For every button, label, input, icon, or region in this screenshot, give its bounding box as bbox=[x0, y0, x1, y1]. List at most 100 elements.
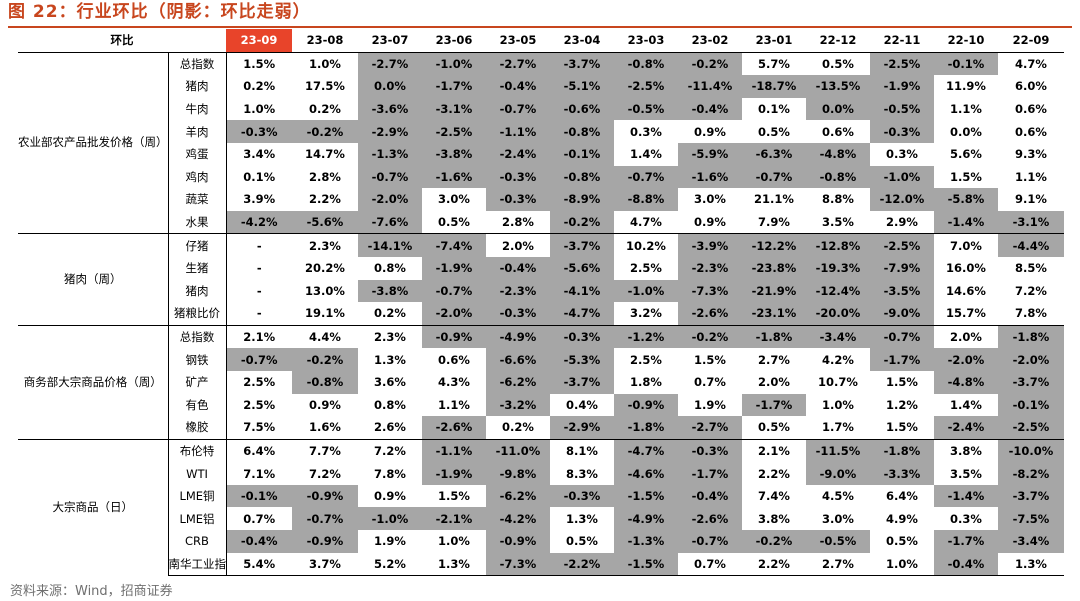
value-cell: 0.2% bbox=[309, 102, 341, 117]
value-cell: 2.3% bbox=[292, 233, 358, 257]
value-cell: -7.3% bbox=[678, 279, 742, 303]
title-rule bbox=[8, 26, 1072, 28]
value-cell: 21.1% bbox=[754, 192, 794, 207]
value-cell: -0.7% bbox=[614, 165, 678, 189]
value-cell: -9.0% bbox=[870, 302, 934, 326]
table-row: 南华工业指数5.4%3.7%5.2%1.3%-7.3%-2.2%-1.5%0.7… bbox=[18, 552, 1064, 577]
value-cell: -2.5% bbox=[870, 233, 934, 257]
row-label: 鸡蛋 bbox=[168, 142, 227, 166]
value-cell: -2.6% bbox=[422, 416, 486, 440]
value-cell: 0.2% bbox=[502, 420, 534, 435]
value-cell: -2.6% bbox=[678, 507, 742, 531]
value-cell: 4.4% bbox=[292, 324, 358, 349]
value-cell: 2.1% bbox=[742, 438, 806, 463]
source-note: 资料来源：Wind，招商证券 bbox=[10, 584, 173, 599]
value-cell: -1.9% bbox=[422, 462, 486, 485]
value-cell: -1.7% bbox=[742, 393, 806, 417]
value-cell: 19.1% bbox=[305, 306, 345, 321]
row-label: CRB bbox=[168, 530, 227, 553]
value-cell: 2.0% bbox=[758, 375, 790, 390]
row-label: 总指数 bbox=[168, 324, 227, 349]
value-cell: -0.2% bbox=[678, 51, 742, 76]
value-cell: -5.1% bbox=[550, 75, 614, 98]
value-cell: 2.7% bbox=[806, 552, 870, 577]
value-cell: 3.5% bbox=[950, 466, 982, 481]
value-cell: 7.2% bbox=[358, 438, 422, 463]
value-cell: -1.6% bbox=[678, 165, 742, 189]
value-cell: -3.9% bbox=[678, 233, 742, 257]
row-label: LME铝 bbox=[168, 507, 227, 531]
value-cell: -0.3% bbox=[550, 484, 614, 508]
value-cell: -1.7% bbox=[870, 348, 934, 371]
value-cell: -23.8% bbox=[742, 256, 806, 280]
value-cell: -4.2% bbox=[226, 210, 292, 234]
value-cell: -0.3% bbox=[550, 324, 614, 349]
value-cell: 2.2% bbox=[742, 552, 806, 577]
value-cell: 7.2% bbox=[1015, 283, 1047, 298]
value-cell: -7.5% bbox=[998, 507, 1064, 531]
table-row: LME铜 -0.1% -0.9% 0.9% 1.5% -6.2% -0.3% -1.5% -0.… bbox=[18, 484, 1064, 508]
value-cell: 3.0% bbox=[822, 511, 854, 526]
row-label: 总指数 bbox=[168, 51, 227, 76]
value-cell: -0.8% bbox=[550, 120, 614, 143]
value-cell: -1.1% bbox=[486, 120, 550, 143]
value-cell: -0.9% bbox=[292, 484, 358, 508]
value-cell: 8.8% bbox=[822, 192, 854, 207]
value-cell: 1.0% bbox=[870, 552, 934, 577]
value-cell: 2.8% bbox=[309, 169, 341, 184]
table-row: 橡胶 7.5% 1.6% 2.6% -2.6% 0.2% -2.9% -1.8% -2.7% 0.… bbox=[18, 416, 1064, 440]
value-cell: -1.3% bbox=[614, 530, 678, 553]
value-cell: 0.0% bbox=[806, 97, 870, 121]
row-label: 牛肉 bbox=[168, 97, 227, 121]
value-cell: -4.2% bbox=[486, 507, 550, 531]
value-cell: -5.9% bbox=[678, 142, 742, 166]
value-cell: -1.8% bbox=[742, 324, 806, 349]
value-cell: -3.5% bbox=[870, 279, 934, 303]
table-row: 蔬菜 3.9% 2.2% -2.0% 3.0% -0.3% -8.9% -8.8% 3.0% 21… bbox=[18, 188, 1064, 211]
value-cell: 1.3% bbox=[998, 552, 1064, 577]
table-row: 羊肉 -0.3% -0.2% -2.9% -2.5% -1.1% -0.8% 0.3% 0.9%… bbox=[18, 120, 1064, 143]
value-cell: -0.8% bbox=[292, 370, 358, 394]
value-cell: -0.7% bbox=[292, 507, 358, 531]
value-cell: -5.6% bbox=[292, 210, 358, 234]
value-cell: -1.7% bbox=[422, 75, 486, 98]
value-cell: -1.0% bbox=[422, 51, 486, 76]
value-cell: 1.3% bbox=[422, 552, 486, 577]
value-cell: -8.9% bbox=[550, 188, 614, 211]
value-cell: -0.3% bbox=[486, 302, 550, 326]
value-cell: -12.2% bbox=[742, 233, 806, 257]
value-cell: 20.2% bbox=[305, 261, 345, 276]
value-cell: -5.3% bbox=[550, 348, 614, 371]
table-row: 猪肉 0.2% 17.5% 0.0% -1.7% -0.4% -5.1% -2.5% -11.4… bbox=[18, 75, 1064, 98]
row-label: 仔猪 bbox=[168, 233, 227, 257]
value-cell: -1.5% bbox=[614, 484, 678, 508]
value-cell: 2.6% bbox=[374, 420, 406, 435]
value-cell: -3.1% bbox=[422, 97, 486, 121]
value-cell: -3.1% bbox=[998, 210, 1064, 234]
value-cell: -0.2% bbox=[550, 210, 614, 234]
value-cell: - bbox=[256, 261, 262, 276]
value-cell: -10.0% bbox=[998, 438, 1064, 463]
value-cell: -20.0% bbox=[806, 302, 870, 326]
value-cell: 10.2% bbox=[614, 233, 678, 257]
value-cell: -7.3% bbox=[486, 552, 550, 577]
value-cell: -0.1% bbox=[998, 393, 1064, 417]
value-cell: -6.6% bbox=[486, 348, 550, 371]
value-cell: -0.7% bbox=[422, 279, 486, 303]
table-row: 有色 2.5% 0.9% 0.8% 1.1% -3.2% 0.4% -0.9% 1.9% -1.7… bbox=[18, 393, 1064, 417]
value-cell: -0.3% bbox=[226, 120, 292, 143]
value-cell: 3.2% bbox=[630, 306, 662, 321]
value-cell: 0.0% bbox=[950, 124, 982, 139]
value-cell: 4.5% bbox=[822, 489, 854, 504]
value-cell: -6.2% bbox=[486, 484, 550, 508]
value-cell: -1.2% bbox=[614, 324, 678, 349]
value-cell: -2.4% bbox=[934, 416, 998, 440]
value-cell: 7.7% bbox=[292, 438, 358, 463]
column-header-23-02: 23-02 bbox=[678, 29, 742, 53]
value-cell: -1.4% bbox=[934, 210, 998, 234]
value-cell: 0.7% bbox=[243, 511, 276, 526]
value-cell: -1.8% bbox=[998, 324, 1064, 349]
value-cell: -0.4% bbox=[486, 75, 550, 98]
value-cell: 1.3% bbox=[374, 352, 406, 367]
value-cell: 7.5% bbox=[243, 420, 276, 435]
